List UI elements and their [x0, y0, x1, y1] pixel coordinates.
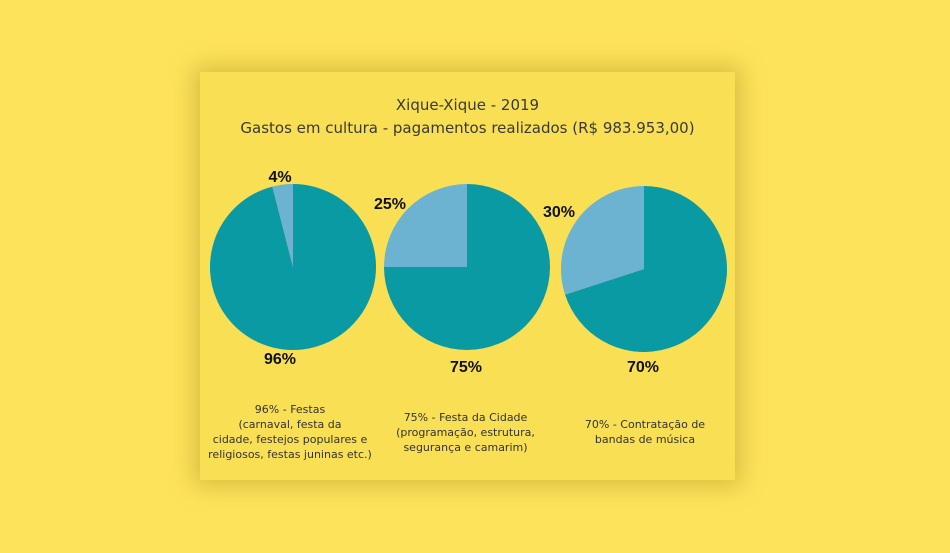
caption-line: 75% - Festa da Cidade — [403, 411, 528, 424]
chart-card: Xique-Xique - 2019 Gastos em cultura - p… — [200, 72, 735, 480]
pie-charts: 96% 4% 75% 25% 70% 30% — [210, 169, 727, 376]
pie-slice-minor — [561, 186, 644, 295]
chart-title: Xique-Xique - 2019 — [395, 96, 540, 114]
pie-label-minor: 25% — [374, 196, 406, 213]
caption-line: (programação, estrutura, — [396, 426, 535, 439]
caption-line: religiosos, festas juninas etc.) — [208, 448, 372, 461]
pie-slice-major — [210, 184, 376, 351]
pie-slice-major — [565, 186, 727, 352]
pie-label-minor: 30% — [543, 204, 575, 221]
caption-line: segurança e camarim) — [403, 441, 528, 454]
caption-line: 96% - Festas — [254, 403, 326, 416]
caption-line: 70% - Contratação de — [584, 418, 706, 431]
pie-label-major: 70% — [627, 359, 659, 376]
pie-slice-minor — [384, 184, 467, 267]
pie-label-major: 75% — [450, 359, 482, 376]
pie-slice-minor — [272, 184, 293, 267]
caption-festa-da-cidade: 75% - Festa da Cidade (programação, estr… — [378, 410, 553, 455]
caption-festas: 96% - Festas (carnaval, festa da cidade,… — [205, 402, 375, 462]
caption-line: (carnaval, festa da — [238, 418, 342, 431]
pie-label-major: 96% — [264, 351, 296, 368]
pie-label-minor: 4% — [268, 169, 291, 186]
caption-line: bandas de música — [594, 433, 696, 446]
caption-bandas: 70% - Contratação de bandas de música — [565, 417, 725, 447]
caption-line: cidade, festejos populares e — [212, 433, 368, 446]
chart-subtitle: Gastos em cultura - pagamentos realizado… — [240, 119, 695, 137]
